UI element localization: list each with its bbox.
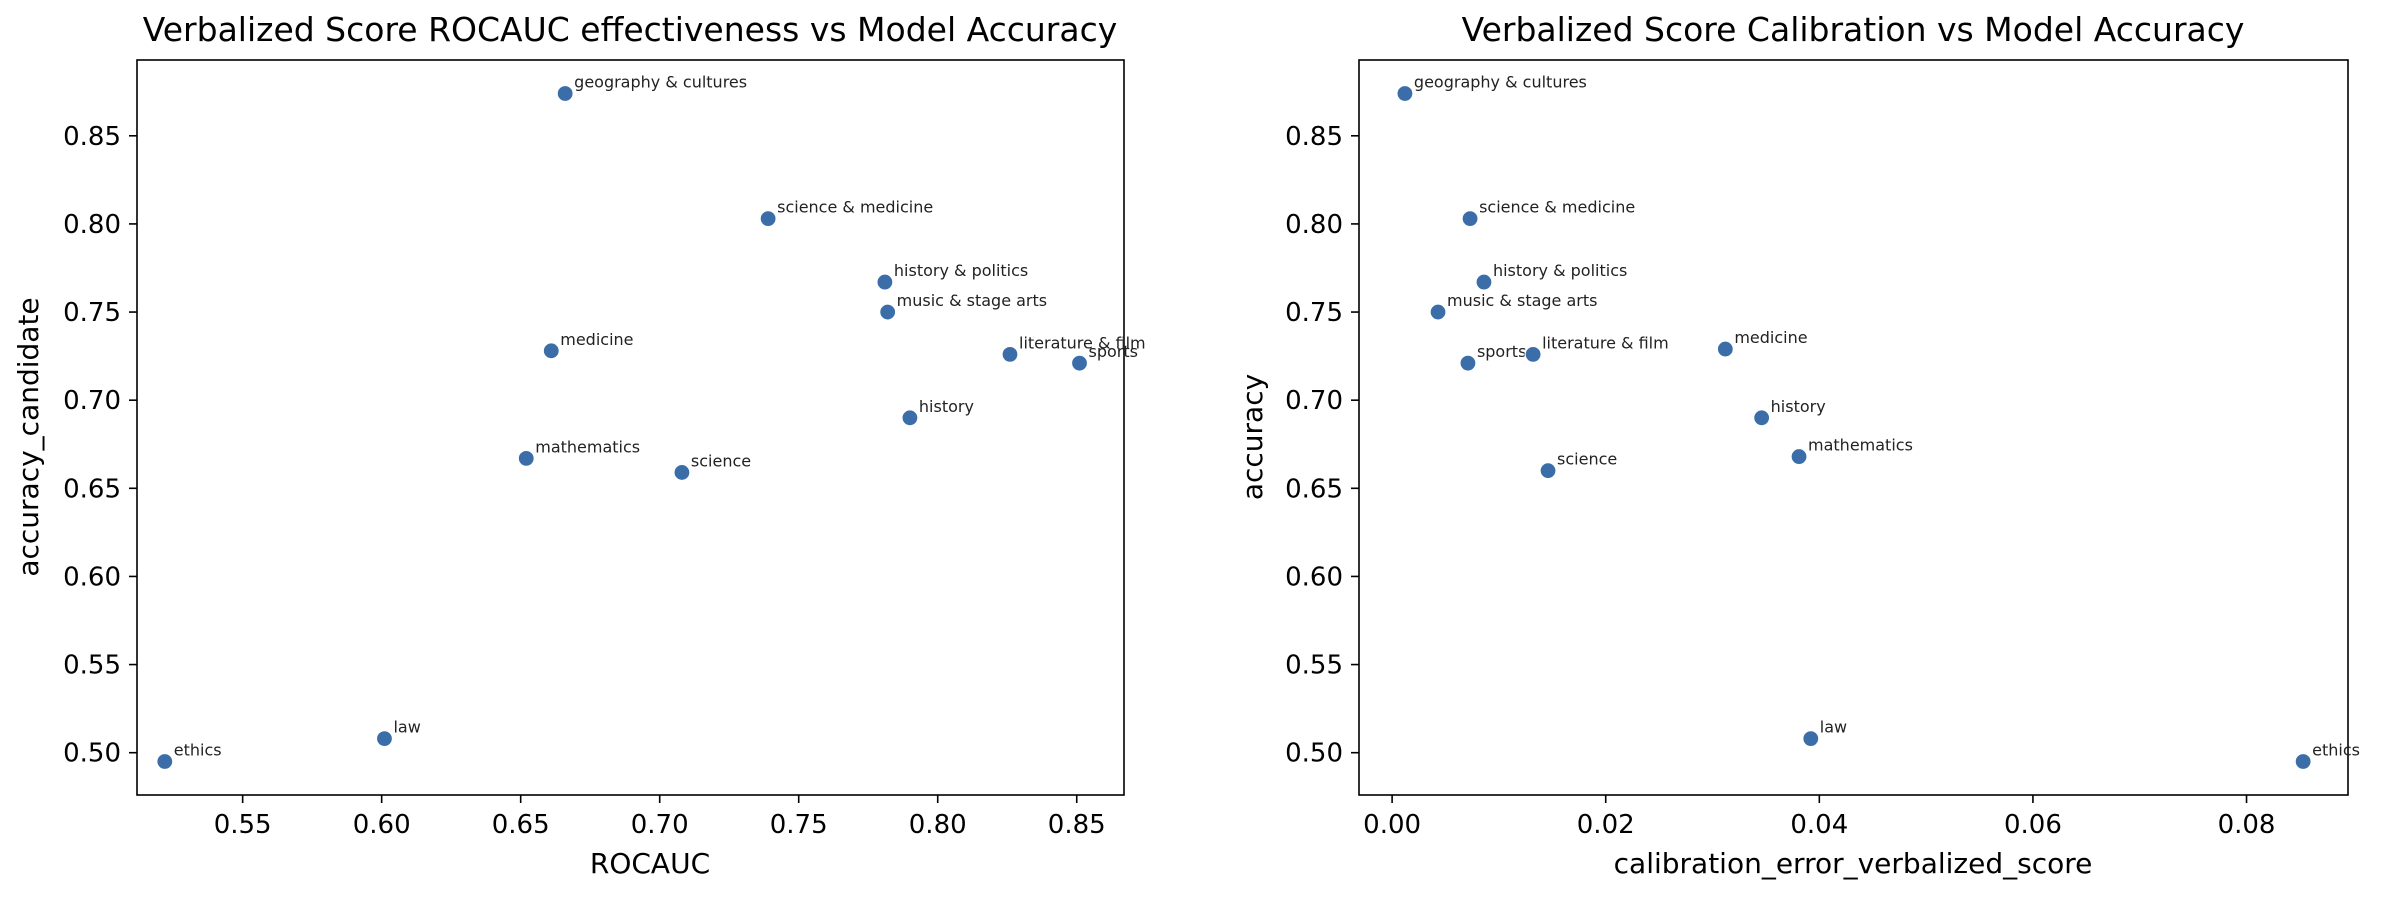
y-tick-label: 0.70 [63, 386, 121, 416]
data-point [375, 729, 394, 748]
point-label: history [1771, 397, 1826, 416]
y-tick-label: 0.55 [1285, 651, 1343, 681]
point-label: law [1820, 718, 1847, 737]
x-tick-label: 0.02 [1577, 810, 1635, 840]
data-point [879, 303, 897, 321]
point-label: music & stage arts [897, 291, 1047, 310]
y-tick-label: 0.75 [1285, 298, 1343, 328]
tick-group: 0.55 0.60 0.65 0.70 0.75 0.80 0.85 0.50 0.55 0.60… [63, 122, 1106, 840]
data-point [1524, 345, 1542, 363]
data-point [673, 463, 691, 482]
x-tick-label: 0.70 [631, 810, 689, 840]
y-tick-label: 0.65 [1285, 474, 1343, 504]
point-label: geography & cultures [574, 72, 747, 91]
x-tick-label: 0.85 [1048, 810, 1106, 840]
point-label: mathematics [1808, 436, 1913, 455]
x-tick-label: 0.00 [1363, 810, 1421, 840]
data-point [876, 273, 894, 291]
y-tick-label: 0.60 [1285, 562, 1343, 592]
point-label: history & politics [1493, 261, 1627, 280]
y-tick-label: 0.55 [63, 651, 121, 681]
y-tick-label: 0.85 [1285, 122, 1343, 152]
point-label: ethics [174, 741, 222, 760]
y-tick-label: 0.70 [1285, 386, 1343, 416]
x-axis-label: ROCAUC [590, 847, 710, 880]
point-label: science & medicine [1479, 198, 1635, 217]
data-point [156, 752, 174, 771]
x-tick-label: 0.60 [353, 810, 411, 840]
data-point [517, 449, 535, 467]
data-point [1475, 273, 1493, 291]
y-tick-label: 0.60 [63, 562, 121, 592]
y-tick-label: 0.80 [1285, 210, 1343, 240]
point-label: medicine [1734, 328, 1807, 347]
point-label: literature & film [1019, 333, 1146, 352]
y-tick-label: 0.75 [63, 298, 121, 328]
y-tick-label: 0.80 [63, 210, 121, 240]
chart-title: Verbalized Score ROCAUC effectiveness vs… [143, 10, 1118, 49]
data-point [1802, 729, 1820, 748]
chart-title: Verbalized Score Calibration vs Model Ac… [1462, 10, 2245, 49]
y-tick-label: 0.50 [1285, 739, 1343, 769]
data-point [1790, 447, 1808, 466]
x-tick-label: 0.04 [1790, 810, 1848, 840]
point-label: music & stage arts [1447, 291, 1597, 310]
y-axis-label: accuracy [1236, 374, 1269, 500]
data-point [1753, 409, 1771, 427]
points-group: geography & cultures science & medicine hi… [156, 72, 1146, 771]
point-label: geography & cultures [1414, 72, 1587, 91]
points-group: geography & cultures science & medicine hi… [1396, 72, 2360, 771]
point-label: science [691, 451, 751, 470]
data-point [759, 210, 777, 228]
plot-frame [136, 59, 1125, 796]
data-point [1001, 345, 1019, 363]
point-label: medicine [560, 330, 633, 349]
data-point [556, 84, 574, 103]
y-tick-label: 0.85 [63, 122, 121, 152]
data-point [1459, 354, 1477, 372]
data-point [1429, 303, 1447, 321]
point-label: sports [1477, 342, 1526, 361]
plot-frame [1358, 59, 2349, 796]
y-axis-label: accuracy_candidate [12, 297, 45, 576]
x-tick-label: 0.80 [909, 810, 967, 840]
y-tick-label: 0.50 [63, 739, 121, 769]
tick-group: 0.00 0.02 0.04 0.06 0.08 0.50 0.55 0.60 0.65 0.70… [1285, 122, 2275, 840]
data-point [542, 342, 560, 360]
point-label: history [919, 397, 974, 416]
calibration-scatter-chart: Verbalized Score Calibration vs Model Ac… [1236, 10, 2360, 880]
data-point [1396, 84, 1414, 103]
point-label: ethics [2312, 741, 2360, 760]
data-point [1070, 354, 1089, 372]
data-point [901, 409, 919, 427]
point-label: sports [1089, 342, 1138, 361]
x-tick-label: 0.55 [214, 810, 272, 840]
point-label: history & politics [894, 261, 1028, 280]
point-label: science & medicine [777, 198, 933, 217]
point-label: science [1557, 450, 1617, 469]
y-tick-label: 0.65 [63, 474, 121, 504]
data-point [1716, 340, 1734, 358]
x-axis-label: calibration_error_verbalized_score [1614, 847, 2093, 880]
point-label: mathematics [535, 437, 640, 456]
x-tick-label: 0.06 [2004, 810, 2062, 840]
point-label: literature & film [1542, 333, 1669, 352]
point-label: law [393, 718, 420, 737]
rocauc-scatter-chart: Verbalized Score ROCAUC effectiveness vs… [12, 10, 1146, 880]
x-tick-label: 0.08 [2218, 810, 2276, 840]
x-tick-label: 0.65 [492, 810, 550, 840]
data-point [2294, 752, 2312, 771]
data-point [1539, 462, 1557, 480]
x-tick-label: 0.75 [770, 810, 828, 840]
data-point [1461, 210, 1479, 228]
